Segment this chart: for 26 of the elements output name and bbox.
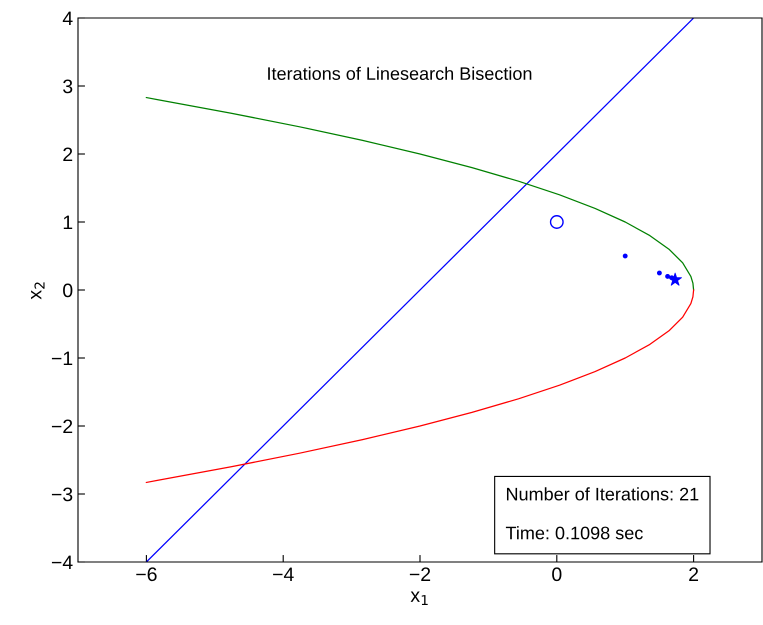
y-tick-label: −1 bbox=[52, 352, 72, 366]
line-series bbox=[146, 96, 694, 291]
x-axis-title: x$_{1}$ bbox=[410, 592, 428, 606]
point bbox=[550, 215, 564, 229]
y-tick-label: 3 bbox=[63, 79, 72, 94]
x-tick-label: −6 bbox=[136, 567, 157, 582]
y-axis-title: x$_{2}$ bbox=[31, 282, 45, 300]
point bbox=[665, 274, 670, 279]
y-tick-label: −4 bbox=[52, 556, 73, 570]
y-tick-label: −3 bbox=[52, 487, 72, 502]
x-tick-label: −4 bbox=[273, 568, 294, 581]
annotation: Number of Iterations: 21 bbox=[506, 487, 698, 500]
annotation: Time: 0.1098 sec bbox=[506, 526, 643, 540]
x-tick-label: 2 bbox=[689, 567, 698, 581]
point bbox=[656, 270, 662, 276]
x-tick-label: 0 bbox=[552, 567, 562, 582]
y-tick-label: 4 bbox=[62, 12, 73, 26]
y-tick-label: 1 bbox=[64, 216, 72, 230]
point bbox=[668, 272, 682, 286]
y-tick-label: −2 bbox=[52, 419, 72, 434]
point bbox=[622, 254, 628, 258]
line-series bbox=[146, 289, 694, 484]
text: Iterations of Linesearch Bisection bbox=[268, 66, 532, 80]
y-tick-label: 0 bbox=[63, 283, 72, 298]
x-tick-label: −2 bbox=[410, 567, 430, 581]
y-tick-label: 2 bbox=[63, 147, 72, 162]
